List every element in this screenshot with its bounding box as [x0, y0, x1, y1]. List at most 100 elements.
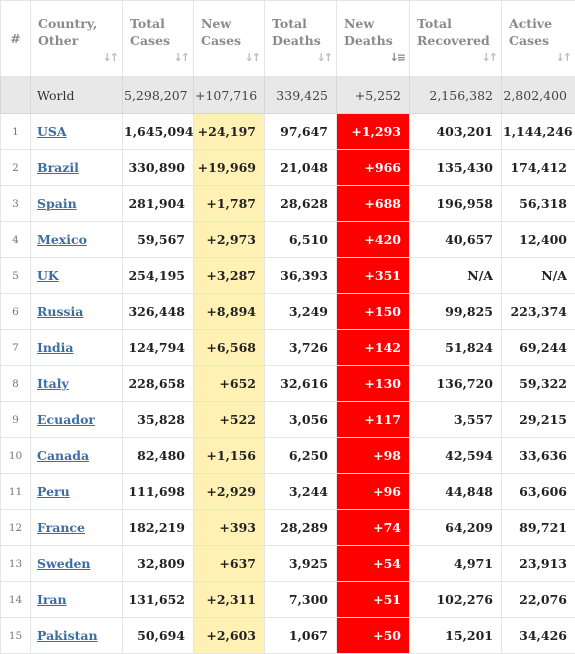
row-number: 3	[1, 186, 31, 222]
country-link[interactable]: Iran	[37, 592, 67, 607]
total-cases-cell: 124,794	[123, 330, 194, 366]
active-cases-cell: 69,244	[502, 330, 575, 366]
total-deaths-cell: 3,056	[265, 402, 337, 438]
header-total-cases[interactable]: Total Cases ↓↑	[123, 1, 194, 77]
new-cases-cell: +8,894	[194, 294, 265, 330]
active-cases-cell: 63,606	[502, 474, 575, 510]
new-cases-cell: +1,787	[194, 186, 265, 222]
new-cases-cell: +6,568	[194, 330, 265, 366]
total-deaths-cell: 6,510	[265, 222, 337, 258]
row-number: 10	[1, 438, 31, 474]
sort-desc-icon[interactable]: ↓≡	[390, 49, 404, 66]
new-deaths-cell: +420	[337, 222, 410, 258]
row-number: 2	[1, 150, 31, 186]
active-cases-cell: 89,721	[502, 510, 575, 546]
sort-arrows-icon[interactable]: ↓↑	[245, 49, 259, 66]
country-cell: UK	[31, 258, 123, 294]
total-cases-cell: 131,652	[123, 582, 194, 618]
total-recovered-cell: 15,201	[410, 618, 502, 654]
row-number	[1, 77, 31, 114]
country-cell: Iran	[31, 582, 123, 618]
total-deaths-cell: 28,289	[265, 510, 337, 546]
header-new-cases[interactable]: New Cases ↓↑	[194, 1, 265, 77]
header-new-deaths[interactable]: New Deaths ↓≡	[337, 1, 410, 77]
country-link[interactable]: USA	[37, 124, 67, 139]
country-link[interactable]: Canada	[37, 448, 89, 463]
sort-arrows-icon[interactable]: ↓↑	[482, 49, 496, 66]
sort-arrows-icon[interactable]: ↓↑	[317, 49, 331, 66]
row-number: 4	[1, 222, 31, 258]
country-link[interactable]: Ecuador	[37, 412, 95, 427]
country-link[interactable]: Peru	[37, 484, 70, 499]
total-recovered-cell: 102,276	[410, 582, 502, 618]
total-cases-cell: 281,904	[123, 186, 194, 222]
row-number: 6	[1, 294, 31, 330]
total-deaths-cell: 3,726	[265, 330, 337, 366]
row-number: 12	[1, 510, 31, 546]
country-link[interactable]: India	[37, 340, 74, 355]
total-recovered-cell: 136,720	[410, 366, 502, 402]
country-link[interactable]: UK	[37, 268, 59, 283]
active-cases-cell: 2,802,400	[502, 77, 575, 114]
header-total-recovered[interactable]: Total Recovered ↓↑	[410, 1, 502, 77]
total-cases-cell: 50,694	[123, 618, 194, 654]
total-deaths-cell: 36,393	[265, 258, 337, 294]
country-cell: Peru	[31, 474, 123, 510]
active-cases-cell: 1,144,246	[502, 114, 575, 150]
new-cases-cell: +637	[194, 546, 265, 582]
new-deaths-cell: +130	[337, 366, 410, 402]
header-country[interactable]: Country, Other ↓↑	[31, 1, 123, 77]
country-link[interactable]: Russia	[37, 304, 83, 319]
header-active-cases[interactable]: Active Cases ↓↑	[502, 1, 575, 77]
total-recovered-cell: 2,156,382	[410, 77, 502, 114]
active-cases-cell: 174,412	[502, 150, 575, 186]
active-cases-cell: 223,374	[502, 294, 575, 330]
country-link[interactable]: Spain	[37, 196, 77, 211]
header-row: # Country, Other ↓↑ Total Cases ↓↑ New C…	[1, 1, 575, 77]
total-cases-cell: 59,567	[123, 222, 194, 258]
row-number: 5	[1, 258, 31, 294]
total-recovered-cell: 51,824	[410, 330, 502, 366]
new-deaths-cell: +351	[337, 258, 410, 294]
active-cases-cell: N/A	[502, 258, 575, 294]
header-total-deaths[interactable]: Total Deaths ↓↑	[265, 1, 337, 77]
new-cases-cell: +3,287	[194, 258, 265, 294]
total-recovered-cell: 196,958	[410, 186, 502, 222]
total-cases-cell: 1,645,094	[123, 114, 194, 150]
row-number: 7	[1, 330, 31, 366]
total-cases-cell: 254,195	[123, 258, 194, 294]
sort-arrows-icon[interactable]: ↓↑	[174, 49, 188, 66]
new-cases-cell: +2,311	[194, 582, 265, 618]
row-number: 13	[1, 546, 31, 582]
country-link[interactable]: Brazil	[37, 160, 79, 175]
total-cases-cell: 32,809	[123, 546, 194, 582]
country-cell: USA	[31, 114, 123, 150]
sort-arrows-icon[interactable]: ↓↑	[556, 49, 570, 66]
country-link[interactable]: Italy	[37, 376, 69, 391]
active-cases-cell: 34,426	[502, 618, 575, 654]
total-deaths-cell: 3,244	[265, 474, 337, 510]
country-link[interactable]: Pakistan	[37, 628, 98, 643]
country-link[interactable]: Sweden	[37, 556, 91, 571]
total-deaths-cell: 3,925	[265, 546, 337, 582]
total-cases-cell: 82,480	[123, 438, 194, 474]
active-cases-cell: 23,913	[502, 546, 575, 582]
country-link[interactable]: France	[37, 520, 85, 535]
country-cell: France	[31, 510, 123, 546]
total-cases-cell: 326,448	[123, 294, 194, 330]
new-cases-cell: +2,929	[194, 474, 265, 510]
total-deaths-cell: 32,616	[265, 366, 337, 402]
country-name: World	[31, 77, 123, 114]
total-cases-cell: 330,890	[123, 150, 194, 186]
sort-arrows-icon[interactable]: ↓↑	[103, 49, 117, 66]
country-link[interactable]: Mexico	[37, 232, 87, 247]
